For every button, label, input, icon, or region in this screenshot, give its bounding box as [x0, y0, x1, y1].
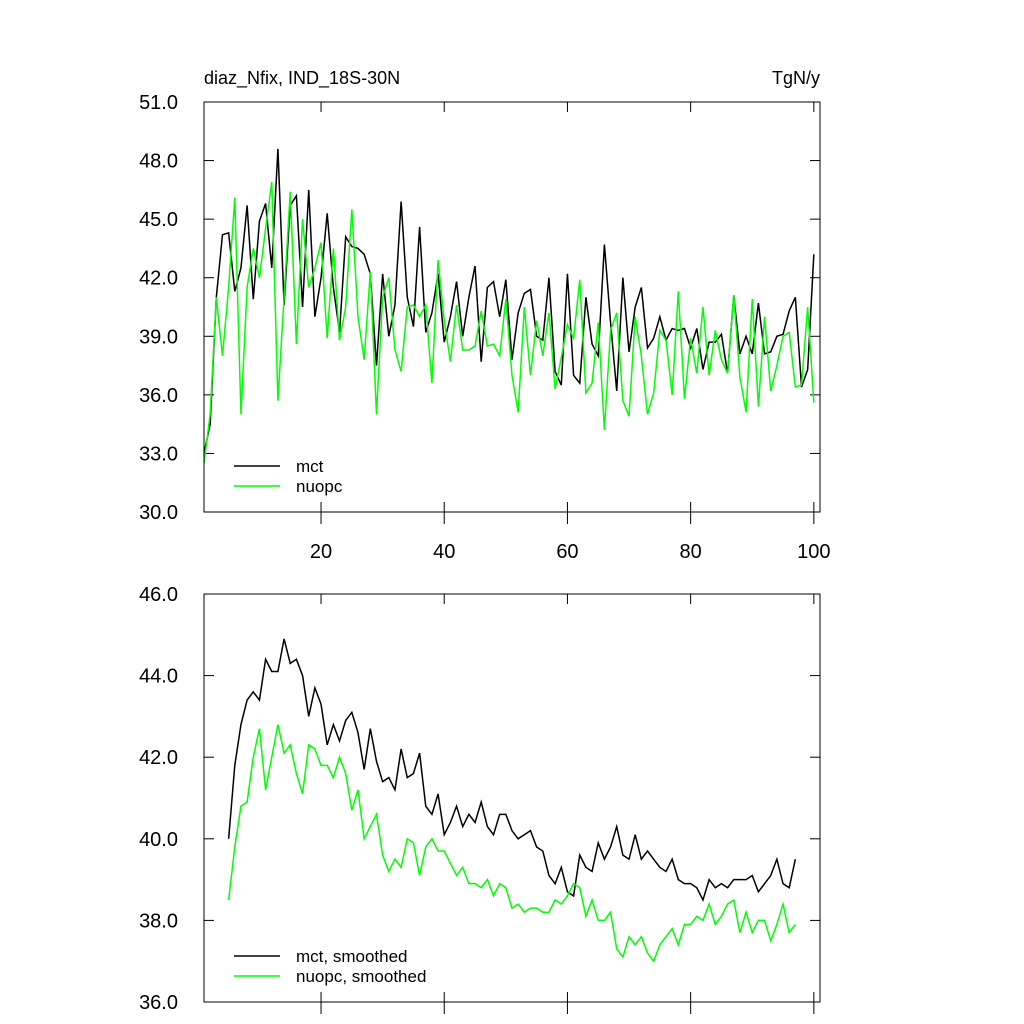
y-tick-label: 40.0 [139, 829, 178, 851]
series-line [203, 148, 815, 454]
y-tick-label: 30.0 [139, 502, 178, 524]
series-line [227, 638, 797, 903]
y-tick-label: 44.0 [139, 666, 178, 688]
x-tick-label: 80 [680, 541, 702, 563]
y-tick-label: 46.0 [139, 584, 178, 606]
x-tick-label: 100 [797, 541, 830, 563]
y-tick-label: 36.0 [139, 992, 178, 1014]
series-line [203, 181, 815, 464]
chart-title: diaz_Nfix, IND_18S-30N [204, 68, 400, 89]
legend-label: nuopc [296, 477, 343, 496]
y-tick-label: 42.0 [139, 747, 178, 769]
series-line [227, 724, 796, 963]
legend-label: mct [296, 457, 324, 476]
y-tick-label: 42.0 [139, 268, 178, 290]
y-tick-label: 48.0 [139, 151, 178, 173]
y-tick-label: 45.0 [139, 209, 178, 231]
y-tick-label: 36.0 [139, 385, 178, 407]
y-tick-label: 51.0 [139, 92, 178, 114]
plot-frame [203, 101, 821, 513]
x-tick-label: 40 [433, 541, 455, 563]
legend-label: nuopc, smoothed [296, 967, 426, 986]
y-tick-label: 39.0 [139, 326, 178, 348]
y-tick-label: 33.0 [139, 443, 178, 465]
x-tick-label: 20 [310, 541, 332, 563]
plot-frame [203, 593, 821, 1003]
units-label: TgN/y [772, 68, 820, 88]
y-tick-label: 38.0 [139, 910, 178, 932]
x-tick-label: 60 [556, 541, 578, 563]
legend-label: mct, smoothed [296, 947, 408, 966]
